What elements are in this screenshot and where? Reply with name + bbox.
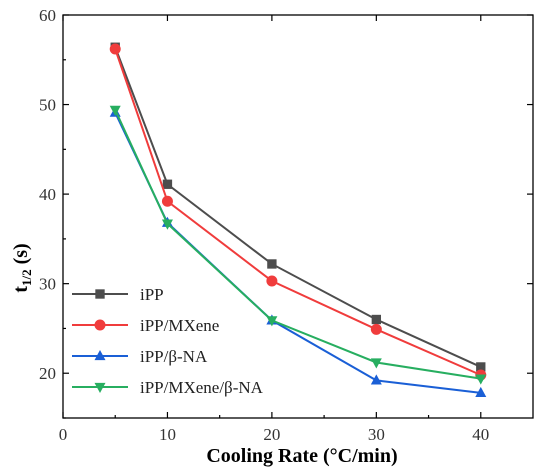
- y-axis-label: t1/2 (s): [10, 243, 34, 292]
- data-point: [266, 275, 278, 287]
- x-tick-label: 30: [368, 425, 385, 444]
- data-point: [266, 316, 278, 327]
- x-tick-label: 10: [159, 425, 176, 444]
- legend: iPP iPP/MXene iPP/β-NA iPP/MXene/β-NA: [72, 285, 264, 397]
- data-point: [370, 374, 382, 385]
- x-axis-ticks: 0 10 20 30 40: [59, 15, 489, 444]
- series-line: [114, 109, 481, 380]
- data-point: [475, 374, 487, 385]
- series-layer: [109, 42, 487, 398]
- data-point: [109, 43, 121, 55]
- data-point: [162, 179, 173, 189]
- data-point: [476, 362, 486, 372]
- data-point: [371, 314, 382, 325]
- legend-label: iPP/MXene: [140, 316, 219, 335]
- legend-label: iPP: [140, 285, 164, 304]
- y-axis-label-unit: (s): [10, 243, 32, 269]
- data-point: [161, 219, 173, 230]
- legend-marker: [94, 349, 106, 361]
- data-point: [267, 259, 277, 269]
- plot-frame: [62, 14, 534, 419]
- y-tick-label: 50: [39, 96, 56, 115]
- plot-border: [62, 14, 534, 419]
- legend-item: iPP/MXene: [72, 316, 219, 335]
- data-point: [161, 195, 173, 207]
- y-axis-label-subscript: 1/2: [19, 269, 34, 286]
- data-point: [109, 105, 121, 116]
- data-point: [370, 358, 382, 369]
- y-tick-label: 60: [39, 6, 56, 25]
- y-axis-label-main: t: [10, 286, 32, 293]
- legend-item: iPP/MXene/β-NA: [72, 378, 264, 397]
- data-point: [370, 323, 382, 335]
- x-axis-label: Cooling Rate (°C/min): [206, 445, 397, 467]
- x-tick-label: 20: [263, 425, 280, 444]
- x-tick-label: 0: [59, 425, 68, 444]
- legend-label: iPP/MXene/β-NA: [140, 378, 264, 397]
- data-point: [475, 386, 487, 398]
- legend-marker: [95, 289, 105, 299]
- legend-item: iPP: [72, 285, 164, 304]
- y-tick-label: 20: [39, 364, 56, 383]
- y-axis-ticks: 20 30 40 50 60: [39, 6, 533, 419]
- series-3: [109, 105, 487, 385]
- legend-marker: [94, 319, 106, 331]
- y-tick-label: 30: [39, 275, 56, 294]
- y-tick-label: 40: [39, 185, 56, 204]
- legend-item: iPP/β-NA: [72, 347, 208, 366]
- legend-label: iPP/β-NA: [140, 347, 208, 366]
- legend-marker: [94, 382, 106, 394]
- x-tick-label: 40: [472, 425, 489, 444]
